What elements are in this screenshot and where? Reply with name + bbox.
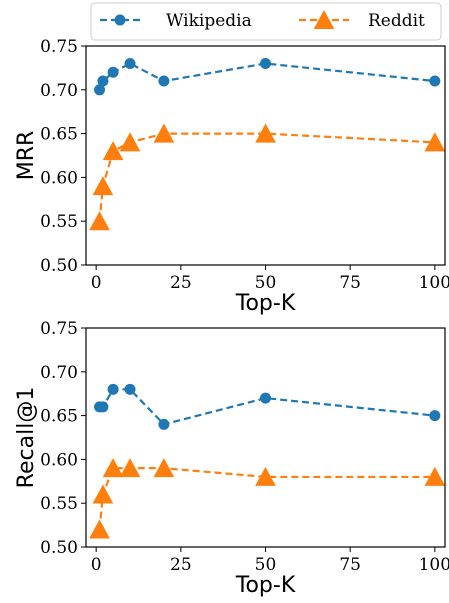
y-tick-label: 0.70 (40, 363, 78, 383)
y-tick-label: 0.65 (40, 407, 78, 427)
y-axis-label: Recall@1 (14, 387, 39, 489)
y-tick-label: 0.50 (40, 256, 78, 276)
legend-marker-reddit (313, 9, 335, 29)
data-point-wikipedia (260, 58, 271, 70)
legend-frame (90, 2, 442, 41)
x-tick-label: 25 (170, 273, 192, 293)
x-tick-label: 25 (170, 555, 192, 575)
data-point-wikipedia (107, 383, 119, 395)
legend-label-reddit: Reddit (368, 11, 425, 31)
legend-label-wikipedia: Wikipedia (166, 11, 252, 31)
data-point-wikipedia (429, 75, 441, 87)
data-point-wikipedia (97, 75, 109, 87)
data-point-wikipedia (158, 418, 170, 430)
data-point-wikipedia (124, 58, 136, 70)
x-tick-label: 75 (339, 273, 361, 293)
data-point-reddit (119, 458, 141, 478)
y-axis-label: MRR (14, 131, 39, 181)
x-tick-label: 0 (91, 555, 102, 575)
x-axis-label: Top-K (235, 291, 296, 316)
data-point-reddit (92, 176, 114, 196)
data-point-reddit (102, 458, 124, 478)
y-tick-label: 0.55 (40, 494, 78, 514)
data-point-wikipedia (124, 383, 136, 395)
legend: Wikipedia Reddit (90, 2, 442, 41)
y-tick-label: 0.50 (40, 538, 78, 558)
data-point-reddit (89, 519, 110, 539)
plot-frame (85, 327, 446, 548)
plot-frame (85, 45, 446, 266)
data-point-reddit (424, 466, 446, 486)
data-point-reddit (255, 123, 276, 143)
series-line-reddit (98, 132, 435, 222)
y-tick-label: 0.60 (40, 450, 78, 470)
data-point-wikipedia (107, 66, 119, 78)
data-point-reddit (153, 458, 175, 478)
y-tick-label: 0.65 (40, 125, 78, 145)
y-tick-label: 0.75 (40, 37, 78, 57)
data-point-reddit (153, 123, 175, 143)
x-tick-label: 50 (255, 273, 277, 293)
data-point-reddit (424, 132, 446, 152)
data-point-wikipedia (260, 392, 271, 404)
legend-marker-wikipedia (114, 14, 126, 26)
data-point-wikipedia (429, 410, 441, 422)
x-tick-label: 100 (419, 555, 449, 575)
y-tick-label: 0.75 (40, 319, 78, 339)
data-point-reddit (119, 132, 141, 152)
chart-panel-2: 0.50 0.55 0.60 0.65 0.70 0.75 0 25 50 75 100 Top-K R… (14, 319, 449, 598)
x-tick-label: 75 (339, 555, 361, 575)
x-axis-label: Top-K (235, 573, 296, 598)
data-point-reddit (89, 211, 110, 231)
y-tick-label: 0.55 (40, 212, 78, 232)
y-tick-label: 0.70 (40, 81, 78, 101)
chart-panel-1: 0.50 0.55 0.60 0.65 0.70 0.75 0 25 50 75 100 Top-K M… (14, 37, 449, 316)
data-point-reddit (102, 141, 124, 161)
data-point-reddit (92, 484, 114, 504)
data-point-wikipedia (158, 75, 170, 87)
x-tick-label: 50 (255, 555, 277, 575)
x-tick-label: 100 (419, 273, 449, 293)
y-tick-label: 0.60 (40, 168, 78, 188)
data-point-reddit (255, 466, 276, 486)
x-tick-label: 0 (91, 273, 102, 293)
data-point-wikipedia (97, 401, 109, 413)
